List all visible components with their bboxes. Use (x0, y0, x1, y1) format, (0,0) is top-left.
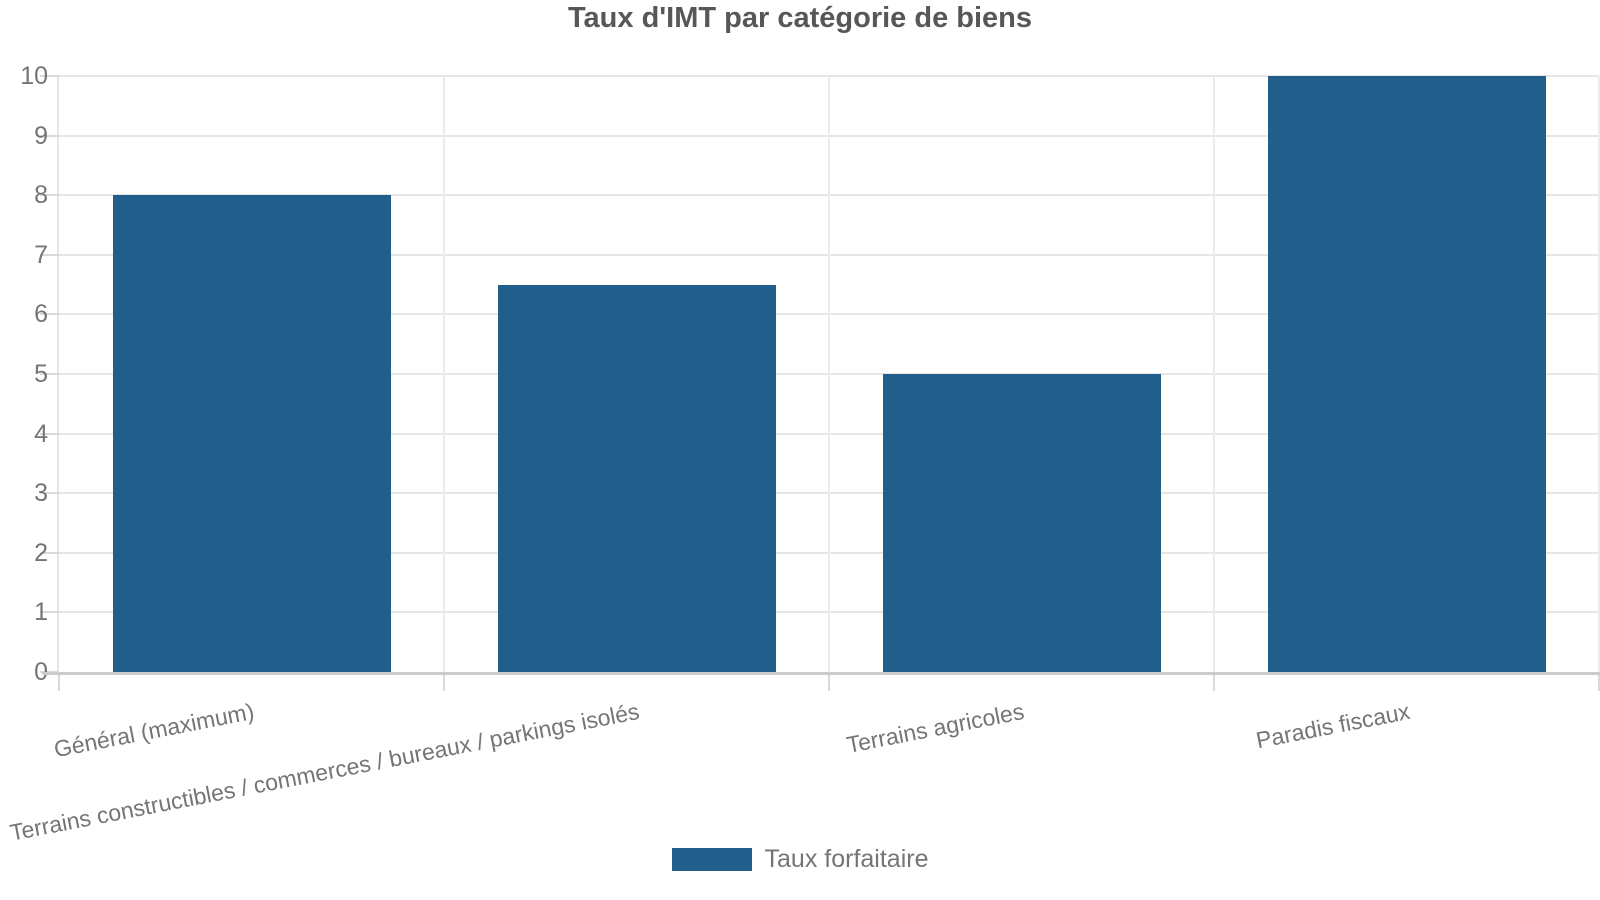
plot-area: 012345678910Général (maximum)Terrains co… (8, 62, 1600, 846)
x-axis-category-label: Terrains constructibles / commerces / bu… (7, 698, 642, 846)
chart-title: Taux d'IMT par catégorie de biens (567, 2, 1032, 34)
y-tick-mark (40, 373, 59, 375)
x-gridline (443, 76, 445, 672)
y-axis-tick-label: 7 (34, 240, 48, 269)
bar-1[interactable] (497, 284, 776, 672)
x-gridline (828, 76, 830, 672)
legend-swatch (671, 848, 752, 871)
legend-label: Taux forfaitaire (764, 845, 929, 873)
x-gridline (1213, 76, 1215, 672)
legend[interactable]: Taux forfaitaire (0, 845, 1600, 874)
x-axis-category-label: Général (maximum) (52, 698, 257, 763)
y-tick-mark (40, 492, 59, 495)
x-axis-line (42, 672, 1600, 675)
y-axis-tick-label: 2 (34, 538, 48, 567)
y-axis-tick-label: 4 (34, 419, 48, 448)
x-tick-mark (828, 675, 830, 691)
y-tick-mark (40, 134, 59, 137)
x-gridline (1598, 76, 1600, 672)
y-axis-tick-label: 9 (34, 121, 48, 150)
y-tick-mark (40, 194, 59, 197)
y-tick-mark (40, 253, 59, 256)
y-axis-tick-label: 10 (20, 62, 48, 90)
x-axis-category-label: Terrains agricoles (844, 698, 1027, 758)
y-axis-tick-label: 0 (2, 658, 48, 686)
x-axis-category-label: Paradis fiscaux (1253, 698, 1412, 754)
y-tick-mark (40, 551, 59, 554)
x-tick-mark (443, 675, 445, 691)
x-tick-mark (58, 675, 60, 691)
y-axis-tick-label: 6 (34, 300, 48, 329)
x-tick-mark (1213, 675, 1215, 691)
bar-0[interactable] (112, 195, 391, 672)
y-axis-tick-label: 3 (34, 479, 48, 508)
y-tick-mark (40, 75, 59, 77)
y-tick-mark (40, 313, 59, 316)
y-tick-mark (40, 611, 59, 614)
bar-3[interactable] (1267, 76, 1546, 672)
bar-2[interactable] (882, 374, 1161, 672)
y-tick-mark (40, 432, 59, 435)
y-axis-tick-label: 1 (34, 598, 48, 627)
x-tick-mark (1598, 675, 1600, 691)
y-axis-tick-label: 8 (34, 181, 48, 210)
y-axis-tick-label: 5 (34, 360, 48, 388)
